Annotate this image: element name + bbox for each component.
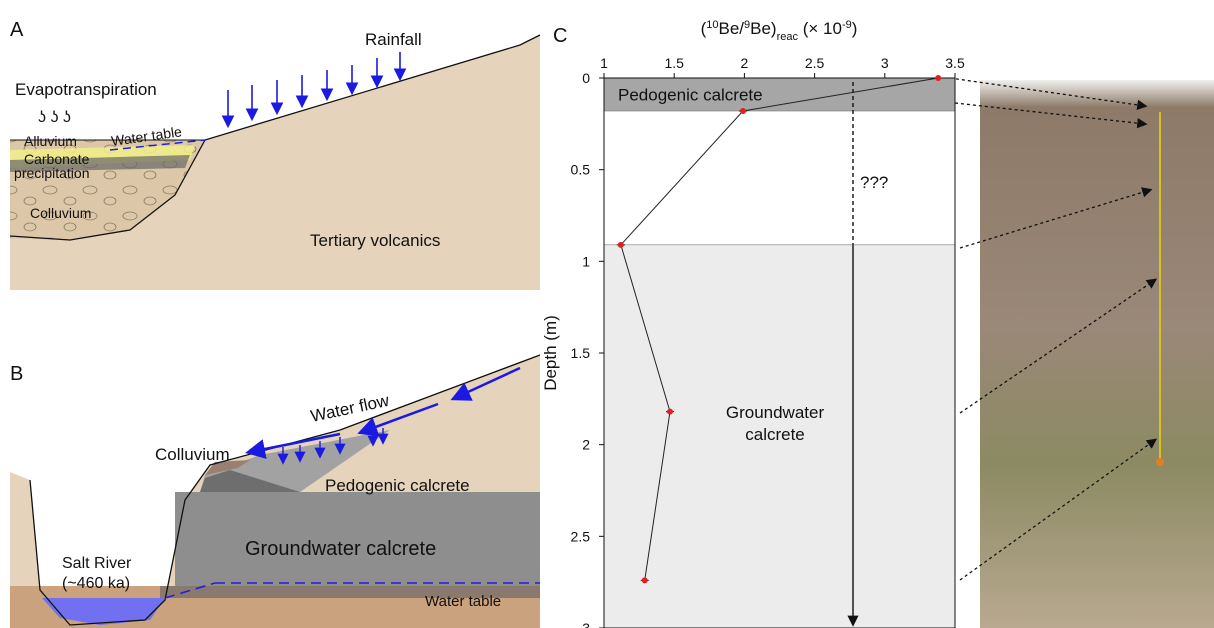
x-axis-label-part: 9	[744, 19, 750, 31]
y-tick-label: 3	[582, 620, 590, 628]
label: Alluvium	[24, 133, 77, 149]
x-axis-label-part: 10	[706, 19, 718, 31]
chart-c: Pedogenic calcrete Groundwater calcrete???…	[541, 19, 965, 628]
evap-symbol: ʖ ʖ ʖ	[38, 109, 71, 126]
panel-letter: B	[10, 363, 23, 385]
panel-letter: A	[10, 19, 24, 41]
x-axis-label-part: Be/	[718, 19, 744, 38]
label: Evapotranspiration	[15, 80, 157, 99]
annotation: ???	[860, 173, 888, 192]
label: (~460 ka)	[62, 575, 130, 592]
y-tick-label: 1	[582, 253, 590, 269]
y-tick-label: 2	[582, 437, 590, 453]
x-tick-label: 1	[600, 55, 608, 71]
x-tick-label: 2.5	[805, 55, 825, 71]
zone-label: Groundwater	[726, 403, 825, 422]
label: Colluvium	[155, 445, 230, 464]
x-axis-label-part: Be)	[750, 19, 776, 38]
panel-letter: C	[553, 25, 567, 47]
y-axis-label: Depth (m)	[541, 315, 560, 391]
data-point	[935, 75, 942, 81]
zone	[603, 244, 956, 628]
label: Rainfall	[365, 30, 422, 49]
label: Groundwater calcrete	[245, 538, 436, 560]
data-point	[617, 241, 624, 248]
x-axis-label-part: reac	[777, 31, 799, 43]
x-axis-label: (10Be/9Be)reac (× 10-9)	[701, 19, 858, 43]
label: Tertiary volcanics	[310, 231, 440, 250]
zone-label: Pedogenic calcrete	[618, 86, 763, 105]
label: Water table	[425, 593, 501, 610]
label: precipitation	[14, 165, 90, 181]
x-axis-label-part: -9	[842, 19, 852, 31]
x-tick-label: 3	[881, 55, 889, 71]
label: Colluvium	[30, 205, 91, 221]
data-point	[666, 408, 673, 415]
y-tick-label: 2.5	[571, 528, 591, 544]
y-tick-label: 0	[582, 70, 590, 86]
label: Pedogenic calcrete	[325, 476, 470, 495]
y-tick-label: 1.5	[571, 345, 591, 361]
label: Carbonate	[24, 151, 90, 167]
x-axis-label-part: (× 10	[798, 19, 842, 38]
panel-a: A Rainfall Evapotranspiration ʖ ʖ ʖ Allu…	[9, 10, 541, 290]
zone	[603, 77, 956, 112]
label: Salt River	[62, 555, 132, 572]
x-tick-label: 1.5	[664, 55, 684, 71]
data-point	[739, 108, 746, 114]
data-point	[641, 577, 648, 584]
panel-b: B Water flow Colluvium Pedogenic calcret…	[10, 330, 541, 628]
x-axis-label-part: )	[852, 19, 858, 38]
zone-label: calcrete	[745, 425, 805, 444]
x-tick-label: 2	[741, 55, 749, 71]
y-tick-label: 0.5	[571, 162, 591, 178]
photo	[949, 77, 1214, 628]
x-axis-label-part: (	[701, 19, 707, 38]
x-tick-label: 3.5	[945, 55, 965, 71]
